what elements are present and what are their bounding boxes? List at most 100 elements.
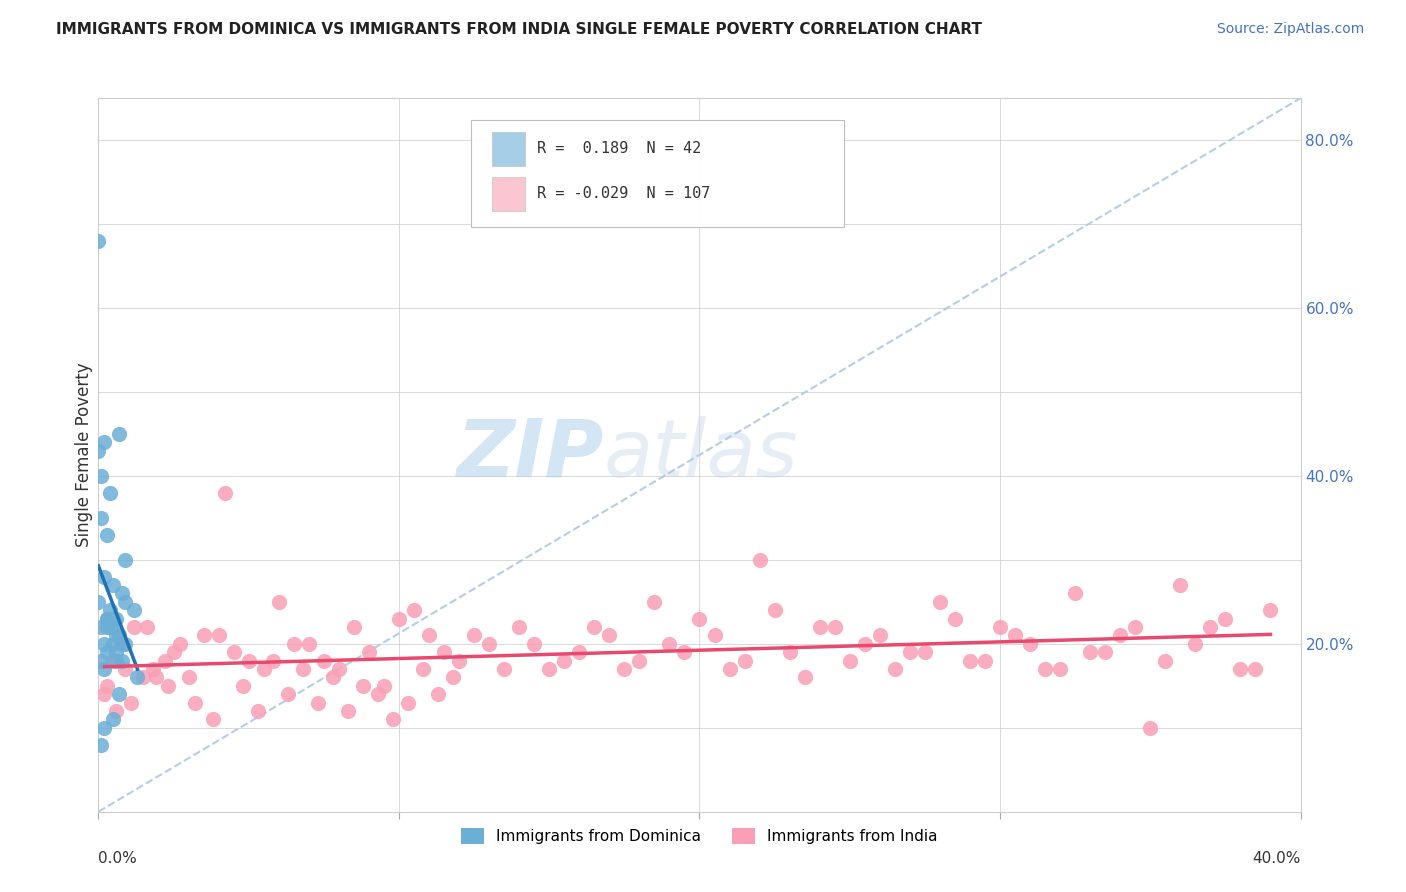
Text: R = -0.029  N = 107: R = -0.029 N = 107 xyxy=(537,186,710,201)
Point xyxy=(1109,628,1132,642)
Point xyxy=(1064,586,1087,600)
Point xyxy=(703,628,725,642)
Point xyxy=(90,654,112,668)
FancyBboxPatch shape xyxy=(471,120,844,227)
Point xyxy=(673,645,696,659)
Point xyxy=(135,620,157,634)
Legend: Immigrants from Dominica, Immigrants from India: Immigrants from Dominica, Immigrants fro… xyxy=(456,822,943,850)
Point xyxy=(396,696,419,710)
Point xyxy=(643,595,665,609)
Point xyxy=(262,654,284,668)
Point xyxy=(114,662,136,676)
Point xyxy=(108,426,131,441)
Point xyxy=(1244,662,1267,676)
Point xyxy=(307,696,329,710)
Point xyxy=(121,696,143,710)
Point xyxy=(87,443,110,458)
Point xyxy=(568,645,591,659)
Point xyxy=(478,637,501,651)
Point xyxy=(96,620,118,634)
Point xyxy=(367,687,389,701)
Point xyxy=(1139,721,1161,735)
Point xyxy=(105,704,128,718)
Point xyxy=(114,595,136,609)
Point xyxy=(523,637,546,651)
Point xyxy=(111,654,134,668)
Point xyxy=(883,662,905,676)
Point xyxy=(156,679,179,693)
Point xyxy=(246,704,269,718)
Point xyxy=(100,603,122,617)
Point xyxy=(124,620,146,634)
Point xyxy=(718,662,741,676)
Point xyxy=(959,654,981,668)
Point xyxy=(232,679,254,693)
Point xyxy=(111,637,134,651)
Text: R =  0.189  N = 42: R = 0.189 N = 42 xyxy=(537,141,702,155)
Point xyxy=(441,670,464,684)
Point xyxy=(103,578,125,592)
Point xyxy=(96,679,118,693)
Text: ZIP: ZIP xyxy=(456,416,603,494)
Point xyxy=(208,628,231,642)
Point xyxy=(145,670,167,684)
Point xyxy=(869,628,891,642)
Point xyxy=(96,527,118,541)
Point xyxy=(96,612,118,626)
Point xyxy=(322,670,344,684)
Point xyxy=(381,712,404,726)
Point xyxy=(90,511,112,525)
Point xyxy=(689,612,711,626)
Point xyxy=(433,645,456,659)
Point xyxy=(253,662,276,676)
Point xyxy=(111,586,134,600)
Point xyxy=(103,612,125,626)
Y-axis label: Single Female Poverty: Single Female Poverty xyxy=(75,363,93,547)
Point xyxy=(100,612,122,626)
Point xyxy=(105,628,128,642)
Point xyxy=(357,645,380,659)
Point xyxy=(267,595,290,609)
Text: 40.0%: 40.0% xyxy=(1253,851,1301,866)
Point xyxy=(93,662,115,676)
Point xyxy=(898,645,921,659)
Point xyxy=(779,645,801,659)
Point xyxy=(824,620,846,634)
Point xyxy=(352,679,374,693)
Point xyxy=(838,654,860,668)
Point xyxy=(988,620,1011,634)
Point xyxy=(598,628,620,642)
Point xyxy=(1033,662,1056,676)
Point xyxy=(96,645,118,659)
Point xyxy=(1184,637,1206,651)
Point xyxy=(127,670,149,684)
Text: IMMIGRANTS FROM DOMINICA VS IMMIGRANTS FROM INDIA SINGLE FEMALE POVERTY CORRELAT: IMMIGRANTS FROM DOMINICA VS IMMIGRANTS F… xyxy=(56,22,983,37)
Point xyxy=(93,687,115,701)
Point xyxy=(427,687,450,701)
Point xyxy=(114,553,136,567)
Point xyxy=(1154,654,1177,668)
Point xyxy=(1260,603,1282,617)
Point xyxy=(291,662,314,676)
Point xyxy=(105,654,128,668)
Point xyxy=(277,687,299,701)
Point xyxy=(93,721,115,735)
Point xyxy=(87,234,110,248)
Point xyxy=(283,637,305,651)
Point xyxy=(343,620,366,634)
Point xyxy=(93,435,115,450)
Point xyxy=(336,704,359,718)
Point xyxy=(402,603,425,617)
Point xyxy=(238,654,260,668)
Point xyxy=(1123,620,1146,634)
Point xyxy=(1019,637,1042,651)
Point xyxy=(93,569,115,583)
Point xyxy=(183,696,205,710)
Point xyxy=(628,654,651,668)
Text: 0.0%: 0.0% xyxy=(98,851,138,866)
Point xyxy=(103,637,125,651)
FancyBboxPatch shape xyxy=(492,132,526,166)
Point xyxy=(974,654,997,668)
Point xyxy=(103,654,125,668)
Text: Source: ZipAtlas.com: Source: ZipAtlas.com xyxy=(1216,22,1364,37)
